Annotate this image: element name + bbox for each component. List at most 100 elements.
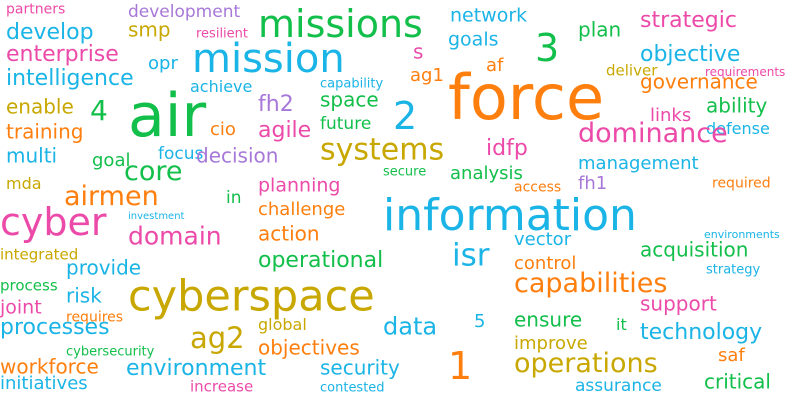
word-environment: environment: [126, 355, 267, 381]
word-2: 2: [393, 93, 418, 138]
word-improve: improve: [514, 333, 588, 355]
word-initiatives: initiatives: [0, 373, 88, 395]
word-resilient: resilient: [196, 26, 248, 42]
word-increase: increase: [190, 377, 254, 396]
word-support: support: [640, 291, 717, 316]
word-requirements: requirements: [705, 65, 786, 80]
word-analysis: analysis: [450, 163, 523, 185]
word-vector: vector: [514, 229, 572, 251]
word-global: global: [258, 314, 307, 334]
word-governance: governance: [640, 69, 758, 94]
word-links: links: [650, 105, 692, 127]
word-mission: mission: [192, 36, 345, 83]
word-risk: risk: [66, 283, 102, 308]
word-air: air: [128, 80, 207, 151]
word-opr: opr: [148, 53, 178, 75]
word-ag1: ag1: [410, 65, 444, 87]
word-operational: operational: [258, 247, 384, 273]
word-requires: requires: [66, 309, 124, 326]
word-partners: partners: [6, 1, 66, 18]
word-force: force: [448, 61, 605, 135]
word-ability: ability: [706, 93, 768, 118]
word-systems: systems: [320, 132, 445, 168]
word-enable: enable: [6, 94, 74, 119]
word-missions: missions: [258, 1, 423, 46]
word-develop: develop: [6, 19, 94, 45]
word-process: process: [0, 276, 58, 295]
word-idfp: idfp: [486, 135, 528, 161]
word-planning: planning: [258, 174, 341, 197]
word-achieve: achieve: [190, 76, 253, 96]
word-mda: mda: [6, 173, 42, 193]
word-deliver: deliver: [606, 61, 658, 80]
word-technology: technology: [640, 319, 763, 345]
word-focus: focus: [158, 144, 204, 165]
word-network: network: [450, 4, 528, 27]
word-control: control: [514, 253, 577, 275]
word-joint: joint: [0, 296, 42, 319]
word-ag2: ag2: [190, 321, 245, 356]
word-future: future: [320, 114, 372, 135]
word-integrated: integrated: [0, 245, 79, 264]
word-objective: objective: [640, 41, 741, 67]
word-data: data: [383, 312, 438, 341]
word-critical: critical: [704, 369, 771, 394]
word-in: in: [226, 188, 242, 209]
word-investment: investment: [128, 210, 185, 222]
word-security: security: [320, 355, 400, 380]
word-cio: cio: [210, 119, 236, 141]
word-training: training: [6, 119, 84, 144]
word-af: af: [486, 55, 504, 77]
word-environments: environments: [704, 227, 780, 241]
word-smp: smp: [128, 17, 171, 42]
word-defense: defense: [706, 118, 770, 138]
word-plan: plan: [578, 17, 622, 42]
word-challenge: challenge: [258, 199, 346, 221]
word-fh2: fh2: [258, 91, 294, 117]
word-objectives: objectives: [258, 335, 360, 360]
word-action: action: [258, 221, 320, 246]
word-enterprise: enterprise: [6, 41, 119, 67]
word-cyber: cyber: [0, 199, 107, 244]
word-capabilities: capabilities: [514, 267, 668, 299]
word-required: required: [712, 175, 771, 192]
word-multi: multi: [6, 143, 58, 168]
word-goal: goal: [92, 150, 131, 172]
word-assurance: assurance: [575, 376, 662, 397]
word-contested: contested: [320, 380, 385, 396]
word-operations: operations: [514, 347, 658, 379]
word-development: development: [128, 2, 241, 23]
word-isr: isr: [452, 237, 490, 274]
word-access: access: [514, 179, 562, 196]
word-ensure: ensure: [514, 307, 583, 332]
word-intelligence: intelligence: [6, 65, 134, 91]
word-1: 1: [448, 343, 473, 388]
word-domain: domain: [128, 221, 222, 251]
word-agile: agile: [258, 117, 312, 143]
word-acquisition: acquisition: [640, 237, 749, 262]
word-provide: provide: [66, 255, 142, 280]
word-core: core: [124, 155, 183, 187]
word-decision: decision: [196, 143, 279, 168]
word-saf: saf: [718, 345, 745, 367]
word-cyberspace: cyberspace: [128, 271, 375, 322]
word-goals: goals: [448, 28, 499, 51]
word-cybersecurity: cybersecurity: [66, 344, 155, 360]
word-4: 4: [90, 94, 108, 128]
word-3: 3: [535, 25, 560, 70]
word-information: information: [383, 189, 637, 241]
word-secure: secure: [383, 164, 427, 180]
word-fh1: fh1: [578, 173, 608, 195]
word-processes: processes: [0, 314, 110, 340]
word-strategic: strategic: [640, 7, 737, 33]
word-management: management: [578, 153, 699, 175]
word-s: s: [413, 39, 424, 64]
word-dominance: dominance: [578, 117, 728, 149]
word-airmen: airmen: [64, 180, 159, 212]
word-space: space: [320, 87, 379, 112]
word-5: 5: [474, 311, 486, 333]
word-capability: capability: [320, 76, 384, 92]
word-strategy: strategy: [706, 262, 761, 278]
word-workforce: workforce: [0, 354, 99, 379]
